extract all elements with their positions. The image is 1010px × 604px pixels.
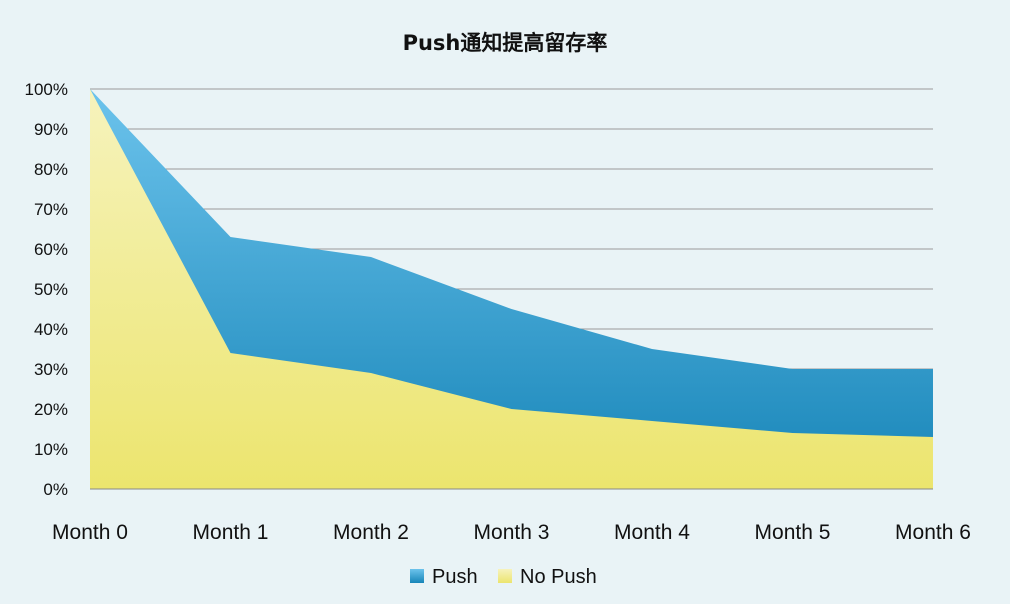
- y-tick-label: 40%: [34, 320, 68, 339]
- legend-swatch: [410, 569, 424, 583]
- x-tick-label: Month 3: [474, 521, 550, 544]
- y-tick-label: 50%: [34, 280, 68, 299]
- legend-swatch: [498, 569, 512, 583]
- y-tick-label: 30%: [34, 360, 68, 379]
- y-tick-label: 100%: [25, 80, 68, 99]
- x-tick-label: Month 5: [755, 521, 831, 544]
- x-tick-label: Month 2: [333, 521, 409, 544]
- y-tick-label: 90%: [34, 120, 68, 139]
- y-tick-label: 60%: [34, 240, 68, 259]
- chart-title: Push通知提高留存率: [403, 31, 608, 55]
- legend: Push No Push: [410, 566, 597, 588]
- x-tick-label: Month 4: [614, 521, 690, 544]
- legend-label: No Push: [520, 566, 597, 588]
- y-tick-label: 70%: [34, 200, 68, 219]
- legend-label: Push: [432, 566, 478, 588]
- x-tick-label: Month 0: [52, 521, 128, 544]
- y-tick-label: 80%: [34, 160, 68, 179]
- y-tick-label: 0%: [43, 480, 68, 499]
- area-series-no-push: [90, 89, 933, 489]
- plot-area: [90, 89, 933, 489]
- y-tick-label: 20%: [34, 400, 68, 419]
- x-tick-label: Month 1: [193, 521, 269, 544]
- axes: 0% 10% 20% 30% 40% 50% 60% 70% 80% 90% 100% Month 0…: [25, 80, 971, 544]
- x-tick-label: Month 6: [895, 521, 971, 544]
- y-tick-label: 10%: [34, 440, 68, 459]
